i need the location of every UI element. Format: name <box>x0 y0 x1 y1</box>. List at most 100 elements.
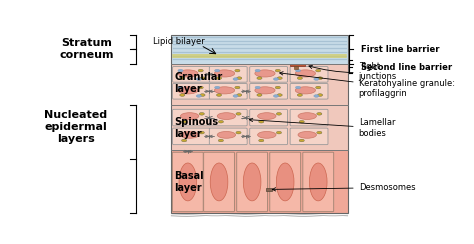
Circle shape <box>198 69 203 72</box>
FancyBboxPatch shape <box>210 67 247 82</box>
Circle shape <box>259 139 264 142</box>
Circle shape <box>255 69 260 72</box>
Ellipse shape <box>214 87 235 94</box>
Text: Nucleated
epidermal
layers: Nucleated epidermal layers <box>44 110 107 143</box>
Ellipse shape <box>217 132 236 138</box>
Circle shape <box>236 112 241 115</box>
Circle shape <box>219 120 223 123</box>
FancyBboxPatch shape <box>250 83 288 99</box>
Text: Basal
layer: Basal layer <box>174 171 204 193</box>
Bar <box>290 64 305 66</box>
Bar <box>266 188 272 191</box>
Circle shape <box>196 78 201 80</box>
Ellipse shape <box>178 70 198 77</box>
FancyBboxPatch shape <box>250 109 288 126</box>
Circle shape <box>297 94 302 96</box>
FancyBboxPatch shape <box>250 128 288 145</box>
Circle shape <box>217 94 222 96</box>
FancyBboxPatch shape <box>210 83 247 99</box>
FancyBboxPatch shape <box>173 152 203 212</box>
Text: Lipid bilayer: Lipid bilayer <box>153 37 205 46</box>
Bar <box>171 105 347 151</box>
Text: Granular
layer: Granular layer <box>174 72 222 94</box>
Circle shape <box>297 77 302 80</box>
Circle shape <box>257 94 262 96</box>
Circle shape <box>275 69 281 72</box>
Circle shape <box>277 77 282 80</box>
Text: Desmosomes: Desmosomes <box>273 183 415 192</box>
Circle shape <box>276 112 282 115</box>
Ellipse shape <box>295 70 316 77</box>
Circle shape <box>277 94 282 96</box>
Text: Spinous
layer: Spinous layer <box>174 117 219 139</box>
Text: Lamellar
bodies: Lamellar bodies <box>249 118 395 138</box>
Circle shape <box>198 86 203 89</box>
Circle shape <box>317 112 322 115</box>
Circle shape <box>316 69 321 72</box>
Ellipse shape <box>255 87 275 94</box>
Bar <box>171 35 347 64</box>
FancyBboxPatch shape <box>173 109 210 126</box>
Bar <box>171 151 347 214</box>
Circle shape <box>318 77 323 80</box>
Ellipse shape <box>178 87 198 94</box>
Circle shape <box>233 95 238 97</box>
Circle shape <box>196 95 201 97</box>
Circle shape <box>275 86 281 89</box>
Circle shape <box>314 78 319 80</box>
Ellipse shape <box>310 163 327 201</box>
Circle shape <box>199 131 204 134</box>
Circle shape <box>199 112 204 115</box>
Ellipse shape <box>298 132 316 138</box>
Text: Second line barrier: Second line barrier <box>361 63 452 72</box>
Circle shape <box>273 95 279 97</box>
FancyBboxPatch shape <box>237 152 267 212</box>
Circle shape <box>295 86 301 89</box>
Text: Stratum
corneum: Stratum corneum <box>60 38 114 60</box>
Ellipse shape <box>295 87 316 94</box>
FancyBboxPatch shape <box>173 67 210 82</box>
Circle shape <box>314 95 319 97</box>
Circle shape <box>276 131 282 134</box>
Ellipse shape <box>217 113 236 120</box>
Ellipse shape <box>258 132 276 138</box>
FancyBboxPatch shape <box>290 83 328 99</box>
Text: Keratohyaline granule:
profilaggrin: Keratohyaline granule: profilaggrin <box>280 72 455 98</box>
Circle shape <box>180 94 185 96</box>
Circle shape <box>318 94 323 96</box>
Circle shape <box>233 78 238 80</box>
Circle shape <box>182 139 187 142</box>
Ellipse shape <box>179 163 197 201</box>
FancyBboxPatch shape <box>210 109 247 126</box>
Ellipse shape <box>243 163 261 201</box>
Ellipse shape <box>210 163 228 201</box>
FancyBboxPatch shape <box>204 152 235 212</box>
Circle shape <box>255 86 260 89</box>
Circle shape <box>178 69 183 72</box>
Bar <box>171 64 347 105</box>
Circle shape <box>273 78 279 80</box>
FancyBboxPatch shape <box>210 128 247 145</box>
Circle shape <box>259 120 264 123</box>
Circle shape <box>200 77 205 80</box>
Circle shape <box>295 69 301 72</box>
FancyBboxPatch shape <box>290 67 328 82</box>
Ellipse shape <box>214 70 235 77</box>
FancyBboxPatch shape <box>173 128 210 145</box>
Circle shape <box>219 139 223 142</box>
Ellipse shape <box>181 132 199 138</box>
Ellipse shape <box>181 113 199 120</box>
Circle shape <box>182 120 187 123</box>
Circle shape <box>178 86 183 89</box>
Circle shape <box>217 77 222 80</box>
Circle shape <box>180 77 185 80</box>
Circle shape <box>235 86 240 89</box>
Text: Tight
junctions: Tight junctions <box>309 62 397 81</box>
Circle shape <box>299 120 304 123</box>
Ellipse shape <box>276 163 294 201</box>
Circle shape <box>215 86 220 89</box>
FancyBboxPatch shape <box>290 128 328 145</box>
Circle shape <box>257 77 262 80</box>
Circle shape <box>237 94 242 96</box>
Text: First line barrier: First line barrier <box>361 45 440 54</box>
